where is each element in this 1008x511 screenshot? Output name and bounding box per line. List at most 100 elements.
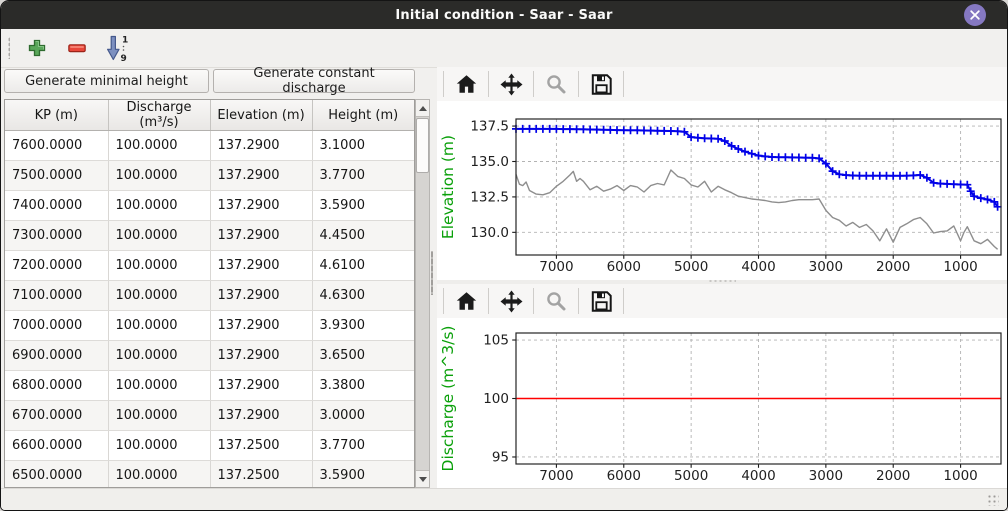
table-cell[interactable]: 7100.0000: [5, 280, 109, 311]
table-cell[interactable]: 3.6500: [312, 340, 414, 371]
table-cell[interactable]: 7400.0000: [5, 190, 109, 221]
table-cell[interactable]: 3.0000: [312, 400, 414, 431]
magnifier-icon: [546, 74, 565, 93]
table-cell[interactable]: 100.0000: [108, 190, 211, 221]
save-button[interactable]: [585, 69, 617, 99]
table-row[interactable]: 6600.0000 100.0000 137.2500 3.7700: [5, 430, 414, 461]
toolbar-separator: [443, 288, 444, 314]
zoom-button[interactable]: [540, 286, 572, 316]
table-row[interactable]: 7400.0000 100.0000 137.2900 3.5900: [5, 190, 414, 221]
table-cell[interactable]: 100.0000: [108, 430, 211, 461]
table-row[interactable]: 6500.0000 100.0000 137.2500 3.5900: [5, 460, 414, 487]
table-cell[interactable]: 137.2900: [210, 400, 313, 431]
table-row[interactable]: 7600.0000 100.0000 137.2900 3.1000: [5, 130, 414, 161]
table-cell[interactable]: 100.0000: [108, 220, 211, 251]
svg-text:135.0: 135.0: [470, 154, 509, 170]
table-cell[interactable]: 100.0000: [108, 340, 211, 371]
table-cell[interactable]: 137.2900: [210, 190, 313, 221]
table-cell[interactable]: 6700.0000: [5, 400, 109, 431]
table-cell[interactable]: 7000.0000: [5, 310, 109, 341]
svg-text:9: 9: [121, 54, 127, 62]
table-cell[interactable]: 137.2900: [210, 280, 313, 311]
table-cell[interactable]: 6500.0000: [5, 460, 109, 487]
table-row[interactable]: 7000.0000 100.0000 137.2900 3.9300: [5, 310, 414, 341]
resize-grip[interactable]: [987, 494, 999, 506]
table-cell[interactable]: 100.0000: [108, 310, 211, 341]
table-cell[interactable]: 3.7700: [312, 160, 414, 191]
table-cell[interactable]: 100.0000: [108, 160, 211, 191]
table-cell[interactable]: 3.3800: [312, 370, 414, 401]
table-cell[interactable]: 100.0000: [108, 280, 211, 311]
discharge-chart: 7000 6000 5000 4000 3000 2000 1000 105 100 95 Disc…: [439, 326, 1002, 484]
pan-button[interactable]: [495, 286, 527, 316]
magnifier-icon: [546, 291, 565, 310]
series-bottom-elevation: [515, 169, 999, 250]
table-cell[interactable]: 137.2900: [210, 130, 313, 161]
table-cell[interactable]: 137.2900: [210, 250, 313, 281]
add-row-button[interactable]: [24, 34, 50, 62]
panel-splitter-handle[interactable]: [431, 251, 433, 295]
table-cell[interactable]: 3.5900: [312, 460, 414, 487]
table-row[interactable]: 6700.0000 100.0000 137.2900 3.0000: [5, 400, 414, 431]
table-row[interactable]: 7200.0000 100.0000 137.2900 4.6100: [5, 250, 414, 281]
scroll-up-button[interactable]: [416, 100, 429, 117]
svg-text:132.5: 132.5: [470, 189, 509, 205]
table-cell[interactable]: 137.2900: [210, 310, 313, 341]
table-cell[interactable]: 7300.0000: [5, 220, 109, 251]
table-cell[interactable]: 6800.0000: [5, 370, 109, 401]
pan-button[interactable]: [495, 69, 527, 99]
svg-text:130.0: 130.0: [470, 225, 509, 241]
table-row[interactable]: 7100.0000 100.0000 137.2900 4.6300: [5, 280, 414, 311]
table-cell[interactable]: 137.2900: [210, 370, 313, 401]
table-cell[interactable]: 7600.0000: [5, 130, 109, 161]
home-button[interactable]: [450, 69, 482, 99]
table-cell[interactable]: 4.6300: [312, 280, 414, 311]
table-cell[interactable]: 7500.0000: [5, 160, 109, 191]
table-cell[interactable]: 3.9300: [312, 310, 414, 341]
table-row[interactable]: 6900.0000 100.0000 137.2900 3.6500: [5, 340, 414, 371]
table-cell[interactable]: 100.0000: [108, 250, 211, 281]
table-cell[interactable]: 3.5900: [312, 190, 414, 221]
title-bar[interactable]: Initial condition - Saar - Saar: [1, 1, 1007, 29]
table-cell[interactable]: 4.4500: [312, 220, 414, 251]
sort-rows-button[interactable]: 1 9: [104, 34, 130, 62]
table-cell[interactable]: 137.2500: [210, 430, 313, 461]
table-cell[interactable]: 7200.0000: [5, 250, 109, 281]
table-cell[interactable]: 137.2900: [210, 160, 313, 191]
scrollbar-thumb[interactable]: [416, 118, 429, 173]
elevation-chart-canvas[interactable]: 7000 6000 5000 4000 3000 2000 1000 137.5 135.0 13…: [437, 101, 1007, 280]
save-button[interactable]: [585, 286, 617, 316]
table-cell[interactable]: 6600.0000: [5, 430, 109, 461]
zoom-button[interactable]: [540, 69, 572, 99]
toolbar-drag-handle[interactable]: [8, 37, 10, 59]
table-cell[interactable]: 137.2900: [210, 220, 313, 251]
table-cell[interactable]: 137.2900: [210, 340, 313, 371]
table-scrollbar[interactable]: [415, 99, 430, 488]
table-cell[interactable]: 6900.0000: [5, 340, 109, 371]
column-header-kp[interactable]: KP (m): [5, 100, 109, 131]
remove-row-button[interactable]: [64, 34, 90, 62]
table-cell[interactable]: 4.6100: [312, 250, 414, 281]
table-row[interactable]: 6800.0000 100.0000 137.2900 3.3800: [5, 370, 414, 401]
table-cell[interactable]: 3.7700: [312, 430, 414, 461]
column-header-elevation[interactable]: Elevation (m): [210, 100, 313, 131]
svg-text:137.5: 137.5: [470, 119, 509, 135]
svg-text:1000: 1000: [943, 468, 977, 484]
table-cell[interactable]: 137.2500: [210, 460, 313, 487]
table-row[interactable]: 7300.0000 100.0000 137.2900 4.4500: [5, 220, 414, 251]
column-header-height[interactable]: Height (m): [312, 100, 414, 131]
column-header-discharge[interactable]: Discharge (m³/s): [108, 100, 211, 131]
table-cell[interactable]: 100.0000: [108, 130, 211, 161]
table-cell[interactable]: 3.1000: [312, 130, 414, 161]
home-button[interactable]: [450, 286, 482, 316]
scroll-down-button[interactable]: [416, 470, 429, 487]
table-cell[interactable]: 100.0000: [108, 400, 211, 431]
table-cell[interactable]: 100.0000: [108, 460, 211, 487]
table-cell[interactable]: 100.0000: [108, 370, 211, 401]
generate-constant-discharge-button[interactable]: Generate constant discharge: [213, 66, 415, 96]
table-row[interactable]: 7500.0000 100.0000 137.2900 3.7700: [5, 160, 414, 191]
close-button[interactable]: [964, 4, 986, 26]
plot-splitter-handle[interactable]: [708, 280, 736, 282]
discharge-chart-canvas[interactable]: 7000 6000 5000 4000 3000 2000 1000 105 100 95 Disc…: [437, 318, 1007, 488]
generate-minimal-height-button[interactable]: Generate minimal height: [4, 69, 209, 93]
